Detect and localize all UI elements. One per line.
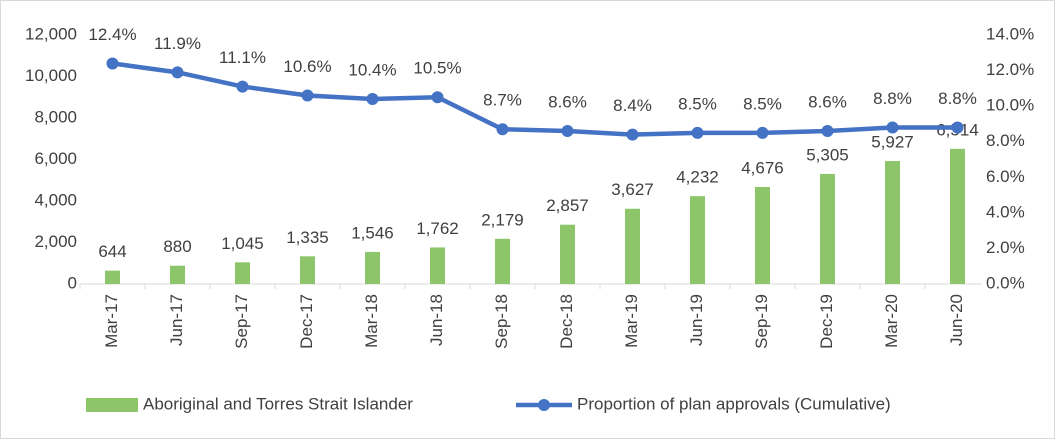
legend-label: Aboriginal and Torres Strait Islander (143, 394, 413, 413)
line-marker (691, 126, 704, 139)
line-value-label: 8.5% (678, 94, 717, 113)
line-marker (756, 126, 769, 139)
line-marker (366, 93, 379, 106)
line-value-label: 8.8% (938, 89, 977, 108)
y-tick-label: 10,000 (25, 66, 77, 85)
line (112, 61, 958, 137)
x-tick-label: Mar-19 (622, 294, 641, 348)
y2-tick-label: 4.0% (986, 202, 1025, 221)
bar (820, 173, 835, 284)
y-tick-label: 4,000 (34, 190, 77, 209)
line-marker (626, 128, 639, 141)
bar-value-label: 5,305 (806, 145, 849, 164)
x-tick-label: Mar-20 (882, 294, 901, 348)
bar (235, 262, 250, 284)
line-value-label: 10.5% (413, 59, 461, 78)
line-value-label: 8.5% (743, 94, 782, 113)
bar-value-label: 2,179 (481, 210, 524, 229)
bar-value-label: 4,676 (741, 158, 784, 177)
line-value-label: 8.4% (613, 96, 652, 115)
bar-value-label: 644 (98, 242, 126, 261)
bar (170, 265, 185, 284)
bar-value-label: 880 (163, 237, 191, 256)
x-tick-label: Jun-20 (947, 294, 966, 346)
x-tick-label: Dec-19 (817, 294, 836, 349)
bar (950, 148, 965, 284)
line-marker (236, 80, 249, 93)
bar-value-label: 1,762 (416, 219, 459, 238)
line-marker (886, 121, 899, 134)
bar (625, 208, 640, 284)
x-tick-label: Dec-18 (557, 294, 576, 349)
bar-value-label: 3,627 (611, 180, 654, 199)
line-marker (496, 123, 509, 136)
bar (365, 251, 380, 284)
y2-tick-label: 0.0% (986, 273, 1025, 292)
x-tick-label: Mar-17 (102, 294, 121, 348)
line-value-label: 11.1% (219, 48, 266, 67)
bar-value-label: 5,927 (871, 132, 914, 151)
line-marker (821, 125, 834, 138)
y-tick-label: 8,000 (34, 107, 77, 126)
y-tick-label: 0 (68, 273, 77, 292)
bar (430, 247, 445, 284)
x-tick-label: Sep-18 (492, 294, 511, 349)
bar-value-label: 4,232 (676, 168, 719, 187)
x-tick-label: Mar-18 (362, 294, 381, 348)
line-value-label: 11.9% (154, 34, 201, 53)
bar-value-label: 1,045 (221, 234, 264, 253)
line-value-label: 10.4% (348, 61, 396, 80)
bar (755, 186, 770, 284)
legend-label: Proportion of plan approvals (Cumulative… (577, 394, 891, 413)
y2-tick-label: 6.0% (986, 167, 1025, 186)
y2-tick-label: 2.0% (986, 238, 1025, 257)
legend-marker (538, 399, 550, 411)
line-marker (106, 57, 119, 70)
line-marker (431, 91, 444, 104)
bar (885, 161, 900, 284)
line-marker (561, 125, 574, 138)
x-tick-label: Jun-19 (687, 294, 706, 346)
line-value-label: 10.6% (283, 57, 331, 76)
x-tick-label: Sep-19 (752, 294, 771, 349)
y2-tick-label: 12.0% (986, 60, 1034, 79)
x-tick-label: Jun-18 (427, 294, 446, 346)
x-tick-label: Jun-17 (167, 294, 186, 346)
bar-value-label: 2,857 (546, 196, 589, 215)
x-tick-label: Sep-17 (232, 294, 251, 349)
line-marker (301, 89, 314, 102)
y-tick-label: 12,000 (25, 24, 77, 43)
y2-tick-label: 8.0% (986, 131, 1025, 150)
bar (300, 256, 315, 284)
y-tick-label: 6,000 (34, 149, 77, 168)
bar (495, 238, 510, 284)
bar (690, 196, 705, 284)
line-marker (951, 121, 964, 134)
line-value-label: 12.4% (88, 25, 136, 44)
bar (105, 270, 120, 284)
y-tick-label: 2,000 (34, 232, 77, 251)
line-value-label: 8.6% (808, 93, 847, 112)
line-value-label: 8.7% (483, 91, 522, 110)
bar-value-label: 1,546 (351, 223, 394, 242)
bar-value-label: 1,335 (286, 228, 329, 247)
y2-tick-label: 14.0% (986, 24, 1034, 43)
x-tick-label: Dec-17 (297, 294, 316, 349)
legend-swatch (86, 398, 138, 412)
line-value-label: 8.6% (548, 93, 587, 112)
line-value-label: 8.8% (873, 89, 912, 108)
y2-tick-label: 10.0% (986, 96, 1034, 115)
line-marker (171, 66, 184, 79)
bar (560, 224, 575, 284)
